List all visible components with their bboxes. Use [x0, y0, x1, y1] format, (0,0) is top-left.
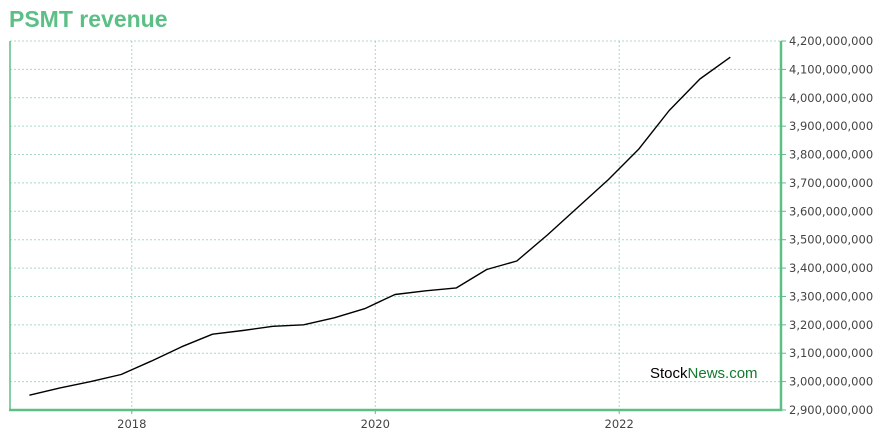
y-tick-label: 3,000,000,000: [789, 375, 873, 389]
y-tick-label: 3,800,000,000: [789, 148, 873, 162]
watermark-stock-text: Stock: [650, 365, 688, 382]
x-axis-ticks: 2018 2020 2022: [117, 410, 634, 431]
y-tick-label: 3,700,000,000: [789, 176, 873, 190]
y-tick-label: 3,600,000,000: [789, 204, 873, 218]
y-tick-label: 4,000,000,000: [789, 91, 873, 105]
grid-lines: [10, 40, 781, 410]
y-tick-label: 4,200,000,000: [789, 34, 873, 48]
y-tick-label: 3,200,000,000: [789, 318, 873, 332]
y-tick-label: 3,400,000,000: [789, 261, 873, 275]
axes: [9, 41, 783, 412]
y-tick-label: 2,900,000,000: [789, 403, 873, 417]
y-axis-ticks: 2,900,000,000 3,000,000,000 3,100,000,000 3…: [781, 34, 873, 417]
revenue-line: [29, 56, 731, 396]
watermark-news-text: News.com: [687, 365, 758, 382]
revenue-series: [29, 56, 731, 396]
y-tick-label: 3,900,000,000: [789, 119, 873, 133]
y-tick-label: 3,500,000,000: [789, 233, 873, 247]
y-tick-label: 3,300,000,000: [789, 289, 873, 303]
x-tick-label: 2018: [117, 417, 146, 431]
y-tick-label: 4,100,000,000: [789, 62, 873, 76]
y-tick-label: 3,100,000,000: [789, 346, 873, 360]
stocknews-watermark[interactable]: StockNews.com: [650, 365, 758, 382]
chart-title: PSMT revenue: [9, 6, 168, 32]
x-tick-label: 2022: [605, 417, 634, 431]
x-tick-label: 2020: [361, 417, 390, 431]
